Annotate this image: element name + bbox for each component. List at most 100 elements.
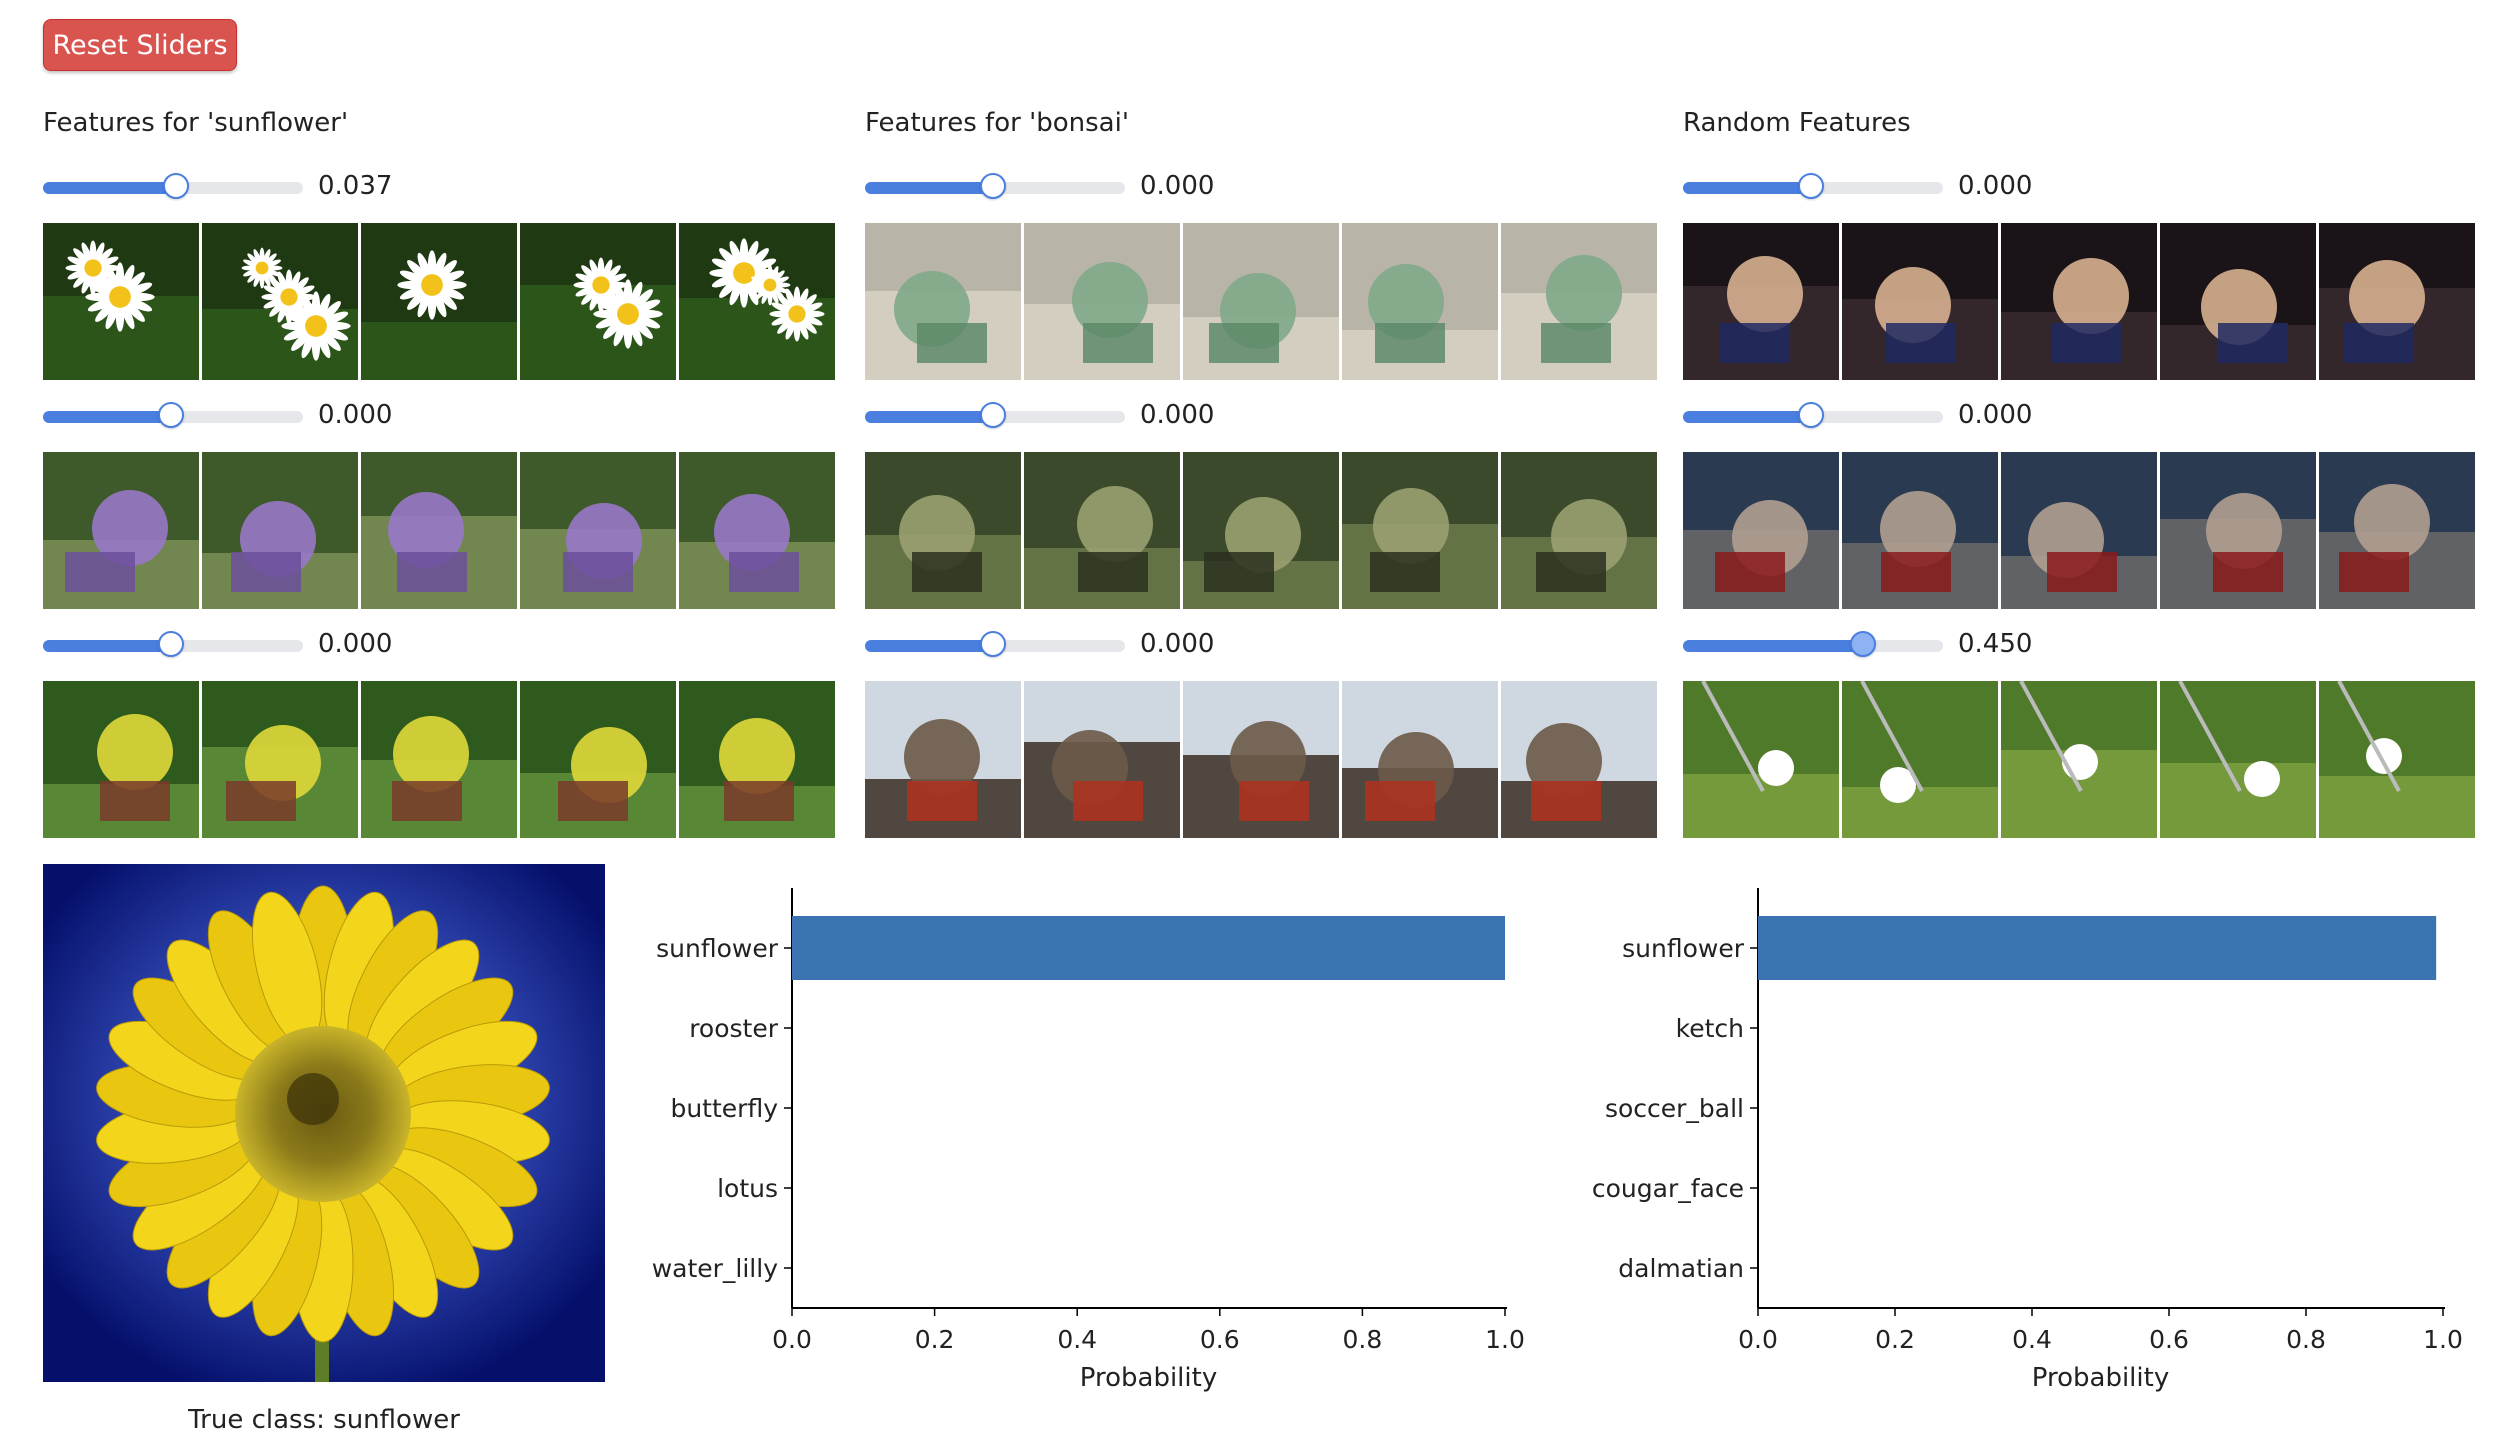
slider-value: 0.450 [1958, 629, 2033, 659]
feature-slider-row: 0.000 [43, 397, 837, 437]
thumbnail-strip [865, 452, 1659, 609]
pagoda-photo [1501, 681, 1657, 838]
sunflower-photo [43, 864, 605, 1382]
feature-slider[interactable] [43, 402, 303, 428]
thistle-photo [361, 452, 517, 609]
people-photo [2319, 223, 2475, 380]
thumbnail-strip [1683, 223, 2477, 380]
reset-sliders-button[interactable]: Reset Sliders [43, 19, 237, 71]
feature-slider[interactable] [865, 631, 1125, 657]
thumbnail-strip [43, 223, 837, 380]
slider-knob[interactable] [158, 631, 184, 657]
slider-knob[interactable] [980, 173, 1006, 199]
ladyslipper-orchid-photo [202, 681, 358, 838]
x-tick-label: 0.8 [1343, 1325, 1383, 1354]
x-tick-label: 0.2 [1875, 1325, 1915, 1354]
x-tick-label: 0.2 [915, 1325, 955, 1354]
feature-slider[interactable] [865, 173, 1125, 199]
x-tick-label: 0.0 [772, 1325, 812, 1354]
probability-chart-model-1: sunflower rooster butterfly lotus water_lill… [652, 888, 1525, 1393]
feature-slider-row: 0.000 [865, 397, 1659, 437]
thistle-photo [679, 452, 835, 609]
slider-value: 0.000 [1140, 629, 1215, 659]
misc-photo [2001, 452, 2157, 609]
category-label: sunflower [1622, 934, 1745, 963]
thistle-photo [520, 452, 676, 609]
category-label: dalmatian [1618, 1254, 1744, 1283]
ladyslipper-orchid-photo [43, 681, 199, 838]
misc-photo [1683, 452, 1839, 609]
slider-value: 0.037 [318, 171, 393, 201]
category-label: butterfly [670, 1094, 778, 1123]
golf-photo [2319, 681, 2475, 838]
x-axis-label: Probability [2032, 1363, 2169, 1393]
slider-value: 0.000 [1140, 400, 1215, 430]
feature-column-bonsai: 0.000 0.000 0.000 [865, 168, 1659, 838]
thumbnail-strip [865, 681, 1659, 838]
x-tick-label: 1.0 [2423, 1325, 2463, 1354]
daisy-photo [361, 223, 517, 380]
x-tick-label: 0.0 [1738, 1325, 1778, 1354]
feature-slider[interactable] [865, 402, 1125, 428]
feature-slider[interactable] [43, 173, 303, 199]
slider-value: 0.000 [1958, 400, 2033, 430]
slider-knob[interactable] [980, 402, 1006, 428]
x-tick-label: 0.4 [1057, 1325, 1097, 1354]
misc-photo [2319, 452, 2475, 609]
daisy-photo [679, 223, 835, 380]
thistle-photo [43, 452, 199, 609]
feature-slider-row: 0.000 [865, 626, 1659, 666]
category-label: soccer_ball [1605, 1094, 1744, 1123]
thumbnail-strip [1683, 452, 2477, 609]
category-label: sunflower [656, 934, 779, 963]
thistle-photo [202, 452, 358, 609]
category-label: ketch [1676, 1014, 1744, 1043]
feature-slider-row: 0.450 [1683, 626, 2477, 666]
x-tick-label: 1.0 [1485, 1325, 1525, 1354]
category-label: rooster [689, 1014, 779, 1043]
people-photo [1842, 223, 1998, 380]
column-title: Random Features [1683, 108, 1911, 138]
slider-knob[interactable] [158, 402, 184, 428]
people-photo [2160, 223, 2316, 380]
feature-slider-row: 0.000 [43, 626, 837, 666]
category-label: water_lilly [652, 1254, 779, 1283]
slider-value: 0.000 [1140, 171, 1215, 201]
feature-column-random: 0.000 0.000 0.450 [1683, 168, 2477, 838]
succulent-photo [1183, 223, 1339, 380]
slider-knob[interactable] [980, 631, 1006, 657]
succulent-photo [1024, 223, 1180, 380]
x-axis-label: Probability [1080, 1363, 1217, 1393]
pagoda-photo [1024, 681, 1180, 838]
feature-slider[interactable] [1683, 402, 1943, 428]
miniature-model-photo [1342, 452, 1498, 609]
thumbnail-strip [1683, 681, 2477, 838]
misc-photo [1842, 452, 1998, 609]
succulent-photo [1342, 223, 1498, 380]
pagoda-photo [1342, 681, 1498, 838]
probability-chart-model-2: sunflower ketch soccer_ball cougar_facedalm… [1592, 888, 2463, 1393]
feature-slider[interactable] [43, 631, 303, 657]
feature-slider[interactable] [1683, 631, 1943, 657]
category-label: lotus [717, 1174, 778, 1203]
slider-knob[interactable] [1850, 631, 1876, 657]
x-tick-label: 0.8 [2286, 1325, 2326, 1354]
feature-slider[interactable] [1683, 173, 1943, 199]
thumbnail-strip [43, 681, 837, 838]
people-photo [2001, 223, 2157, 380]
golf-photo [1683, 681, 1839, 838]
x-tick-label: 0.6 [2149, 1325, 2189, 1354]
slider-knob[interactable] [1798, 173, 1824, 199]
feature-slider-row: 0.000 [1683, 397, 2477, 437]
slider-knob[interactable] [163, 173, 190, 199]
feature-slider-row: 0.000 [865, 168, 1659, 208]
column-title: Features for 'bonsai' [865, 108, 1129, 138]
ladyslipper-orchid-photo [361, 681, 517, 838]
category-label: cougar_face [1592, 1174, 1744, 1203]
succulent-photo [865, 223, 1021, 380]
pagoda-photo [1183, 681, 1339, 838]
miniature-model-photo [1183, 452, 1339, 609]
x-tick-label: 0.4 [2012, 1325, 2052, 1354]
slider-knob[interactable] [1798, 402, 1824, 428]
thumbnail-strip [865, 223, 1659, 380]
